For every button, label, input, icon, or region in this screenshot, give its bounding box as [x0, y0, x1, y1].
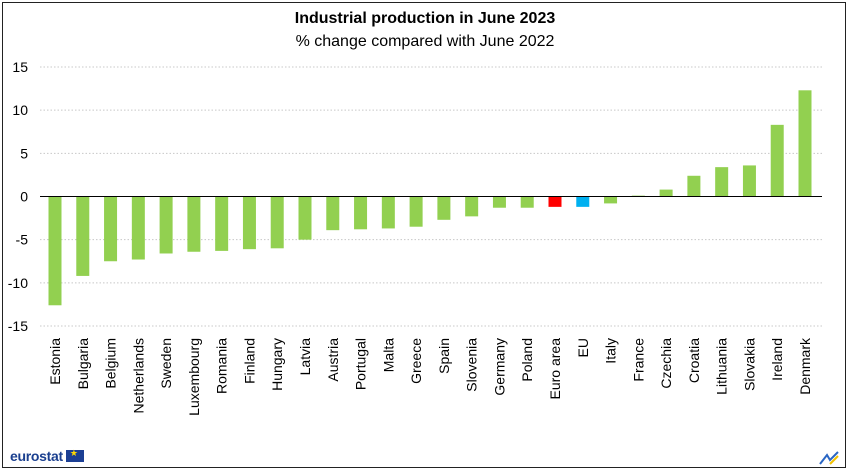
eurostat-logo: eurostat [10, 448, 84, 464]
x-tick-label: Greece [408, 338, 424, 384]
bar-bulgaria [76, 196, 90, 276]
bar-slovakia [742, 165, 756, 197]
bar-poland [520, 196, 534, 208]
bar-romania [215, 196, 229, 251]
x-tick-label: Spain [436, 338, 452, 374]
y-tick-label: 0 [20, 189, 28, 205]
x-tick-label: Estonia [47, 338, 63, 385]
x-tick-label: EU [575, 338, 591, 357]
x-tick-label: Ireland [769, 338, 785, 381]
x-tick-label: Belgium [103, 338, 119, 389]
x-tick-label: Slovakia [741, 338, 757, 391]
y-tick-label: 10 [12, 102, 28, 118]
logo-text: eurostat [10, 448, 63, 464]
y-tick-label: 5 [20, 145, 28, 161]
bar-luxembourg [187, 196, 201, 252]
x-tick-label: Slovenia [464, 338, 480, 392]
x-tick-label: Luxembourg [186, 338, 202, 416]
eu-flag-icon [65, 448, 84, 462]
bar-denmark [798, 90, 812, 197]
x-tick-label: Portugal [353, 338, 369, 390]
bar-ireland [770, 124, 784, 197]
bar-greece [409, 196, 423, 227]
bar-croatia [687, 175, 701, 197]
y-tick-label: -5 [16, 232, 29, 248]
bar-lithuania [715, 167, 729, 197]
x-tick-label: Denmark [797, 337, 813, 395]
x-tick-label: Croatia [686, 338, 702, 383]
bar-portugal [354, 196, 368, 230]
eurostat-mark-icon [819, 451, 839, 465]
x-tick-label: Netherlands [130, 338, 146, 414]
chart-title: Industrial production in June 2023 [294, 10, 556, 27]
x-tick-label: Romania [214, 338, 230, 394]
bar-hungary [270, 196, 284, 249]
x-tick-label: Hungary [269, 338, 285, 391]
bar-malta [381, 196, 395, 229]
y-tick-label: -10 [8, 275, 28, 291]
bar-finland [242, 196, 256, 250]
x-tick-label: Czechia [658, 338, 674, 389]
y-tick-label: 15 [12, 59, 28, 75]
bar-italy [604, 196, 618, 204]
x-tick-label: Austria [325, 338, 341, 382]
x-tick-label: Poland [519, 338, 535, 382]
x-tick-label: Malta [380, 338, 396, 372]
x-tick-label: Finland [241, 338, 257, 384]
chart-subtitle: % change compared with June 2022 [295, 33, 555, 50]
bar-spain [437, 196, 451, 220]
bar-slovenia [465, 196, 479, 217]
bar-eu [576, 196, 590, 207]
x-tick-label: Lithuania [714, 338, 730, 395]
bar-netherlands [131, 196, 145, 260]
y-tick-label: -15 [8, 318, 28, 334]
x-tick-label: Sweden [158, 338, 174, 389]
x-tick-label: Germany [491, 338, 507, 396]
x-tick-label: Bulgaria [75, 338, 91, 390]
bar-germany [492, 196, 506, 208]
bar-belgium [104, 196, 118, 262]
bar-sweden [159, 196, 173, 254]
x-tick-label: Italy [603, 338, 619, 364]
x-tick-label: France [630, 338, 646, 382]
bar-latvia [298, 196, 312, 240]
x-tick-label: Euro area [547, 338, 563, 400]
x-tick-label: Latvia [297, 338, 313, 376]
bar-czechia [659, 189, 673, 197]
bar-austria [326, 196, 340, 231]
bar-euro-area [548, 196, 562, 207]
bar-estonia [48, 196, 62, 306]
